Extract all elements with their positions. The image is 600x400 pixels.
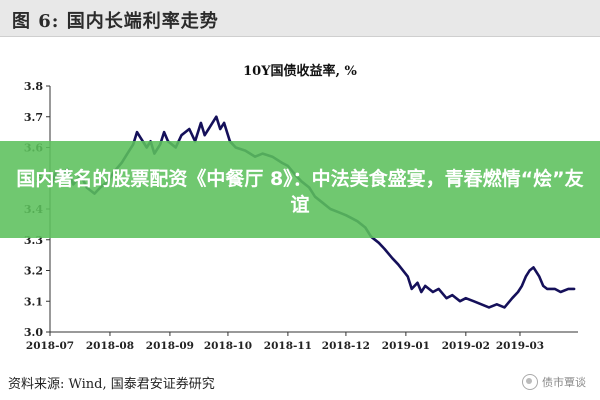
- watermark: 债市覃谈: [522, 374, 586, 390]
- figure-source: 资料来源: Wind, 国泰君安证券研究: [8, 377, 215, 392]
- x-tick-label: 2018-07: [26, 340, 74, 352]
- watermark-text: 债市覃谈: [542, 376, 586, 389]
- x-tick-label: 2019-03: [496, 340, 544, 352]
- y-tick-label: 3.8: [24, 80, 43, 93]
- y-tick-label: 3.1: [24, 295, 43, 308]
- x-tick-label: 2018-10: [204, 340, 252, 352]
- y-tick-label: 3.7: [24, 111, 43, 124]
- ad-banner-text[interactable]: 国内著名的股票配资《中餐厅 8》：中法美食盛宴，青春燃情“烩”友谊: [16, 168, 584, 216]
- figure-header: 图 6: 国内长端利率走势: [0, 0, 600, 37]
- x-tick-label: 2018-11: [264, 340, 312, 352]
- y-tick-label: 3.2: [24, 265, 43, 278]
- figure-title: 图 6: 国内长端利率走势: [12, 11, 219, 32]
- x-tick-label: 2018-08: [86, 340, 134, 352]
- x-tick-label: 2019-02: [442, 340, 490, 352]
- ad-banner[interactable]: [0, 141, 600, 238]
- y-tick-label: 3.0: [24, 326, 43, 339]
- x-tick-label: 2019-01: [382, 340, 430, 352]
- wechat-logo-icon: [522, 374, 538, 390]
- chart-title: 10Y国债收益率, %: [243, 64, 357, 79]
- x-tick-label: 2018-12: [322, 340, 370, 352]
- x-tick-label: 2018-09: [146, 340, 194, 352]
